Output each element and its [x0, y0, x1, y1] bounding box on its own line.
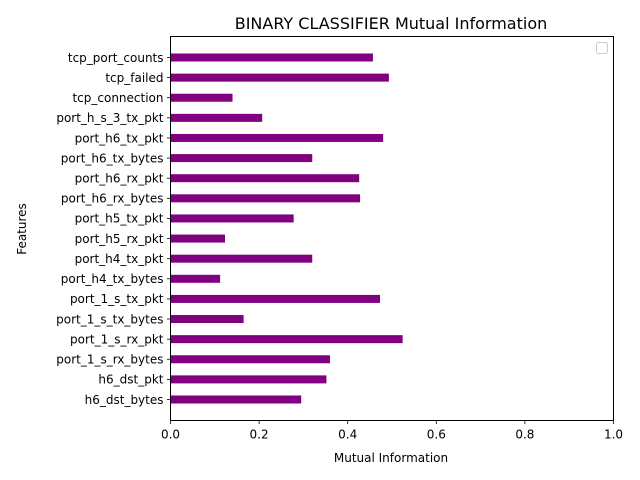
y-tick-label: tcp_connection: [72, 91, 163, 105]
y-tick-label: port_h5_tx_pkt: [75, 212, 164, 226]
y-tick-label: port_h4_tx_bytes: [61, 272, 164, 286]
x-tick-label: 0.4: [338, 428, 357, 442]
bar-tcp-failed: [170, 73, 389, 82]
bar-port-1-s-tx-pkt: [170, 294, 381, 303]
x-tick-group: 0.0 0.2 0.4 0.6 0.8 1.0: [161, 420, 623, 442]
y-tick-label: port_h6_tx_bytes: [61, 151, 164, 165]
legend-box: [596, 42, 608, 54]
y-tick-label: tcp_failed: [105, 71, 163, 85]
y-tick-label: port_h6_rx_bytes: [61, 192, 164, 206]
y-tick-label: h6_dst_pkt: [98, 373, 163, 387]
x-tick-label: 1.0: [604, 428, 623, 442]
bar-port-h-s-3-tx-pkt: [170, 113, 263, 122]
bar-port-1-s-tx-bytes: [170, 315, 244, 324]
y-tick-label: port_1_s_rx_pkt: [70, 332, 164, 346]
bar-port-1-s-rx-pkt: [170, 335, 403, 344]
y-tick-label: port_h5_rx_pkt: [75, 232, 164, 246]
bar-h6-dst-bytes: [170, 395, 302, 404]
y-tick-label: port_h6_tx_pkt: [75, 131, 164, 145]
bar-port-h5-rx-pkt: [170, 234, 225, 243]
bar-port-h5-tx-pkt: [170, 214, 294, 223]
y-tick-label: h6_dst_bytes: [85, 393, 164, 407]
y-tick-label: port_h4_tx_pkt: [75, 252, 164, 266]
y-tick-group: h6_dst_bytes h6_dst_pkt port_1_s_rx_bytes p…: [56, 51, 171, 407]
bar-port-h6-tx-pkt: [170, 133, 384, 142]
x-tick-label: 0.2: [250, 428, 269, 442]
x-axis-label: Mutual Information: [334, 451, 448, 465]
bar-port-h6-rx-pkt: [170, 174, 360, 183]
y-tick-label: port_1_s_tx_bytes: [56, 312, 163, 326]
bar-port-1-s-rx-bytes: [170, 355, 330, 364]
x-tick-label: 0.8: [515, 428, 534, 442]
y-tick-label: port_h6_rx_pkt: [75, 172, 164, 186]
bar-tcp-connection: [170, 93, 233, 102]
bar-h6-dst-pkt: [170, 375, 327, 384]
x-tick-label: 0.0: [161, 428, 180, 442]
plot-frame: [170, 36, 614, 421]
bar-port-h4-tx-bytes: [170, 274, 221, 283]
y-tick-label: port_h_s_3_tx_pkt: [56, 111, 163, 125]
bar-port-h6-tx-bytes: [170, 154, 313, 163]
y-tick-label: port_1_s_rx_bytes: [56, 353, 163, 367]
bar-tcp-port-counts: [170, 53, 373, 62]
y-tick-label: port_1_s_tx_pkt: [70, 292, 164, 306]
bar-port-h6-rx-bytes: [170, 194, 361, 203]
bars-group: [170, 53, 403, 404]
chart-title: BINARY CLASSIFIER Mutual Information: [235, 14, 548, 33]
x-tick-label: 0.6: [427, 428, 446, 442]
y-tick-label: tcp_port_counts: [68, 51, 164, 65]
y-axis-label: Features: [15, 203, 29, 255]
bar-port-h4-tx-pkt: [170, 254, 313, 263]
